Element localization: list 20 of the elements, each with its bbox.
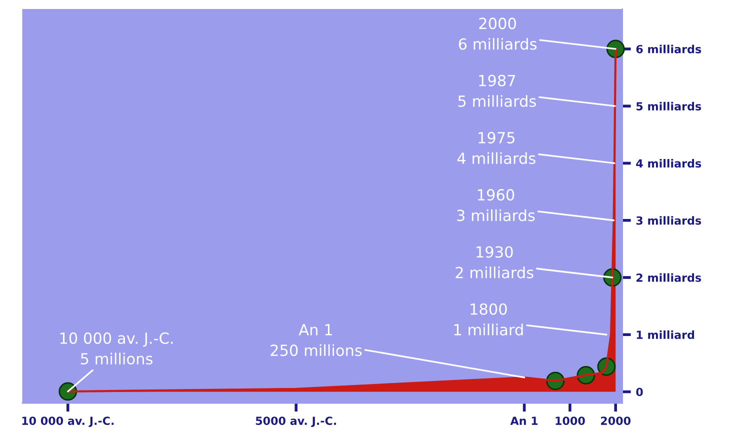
annotation: 1930 2 milliards	[456, 246, 534, 278]
x-tick-label: An 1	[510, 416, 538, 425]
annotation: 1987 5 milliards	[458, 74, 536, 107]
annotation: 2000 6 milliards	[458, 18, 537, 50]
x-tick-label: 10 000 av. J.-C.	[22, 416, 114, 428]
annotation: An 1 250 millions	[270, 324, 362, 356]
y-tick-label: 5 milliards	[636, 102, 702, 110]
y-tick-label: 3 milliards	[636, 216, 702, 225]
y-tick-label: 6 milliards	[636, 44, 702, 54]
annotation: 10 000 av. J.-C. 5 millions	[60, 332, 173, 365]
annotation: 1800 1 milliard	[454, 303, 523, 336]
y-tick-label: 4 milliards	[636, 159, 702, 168]
y-tick-label: 0	[636, 388, 643, 396]
x-tick-label: 2000	[601, 416, 631, 425]
x-tick-label: 1000	[556, 416, 585, 425]
y-tick-label: 2 milliards	[636, 273, 702, 282]
x-tick-label: 5000 av. J.-C.	[256, 416, 336, 428]
annotation: 1975 4 milliards	[457, 132, 536, 164]
y-tick-label: 1 milliard	[636, 330, 694, 340]
annotation: 1960 3 milliards	[457, 189, 535, 222]
